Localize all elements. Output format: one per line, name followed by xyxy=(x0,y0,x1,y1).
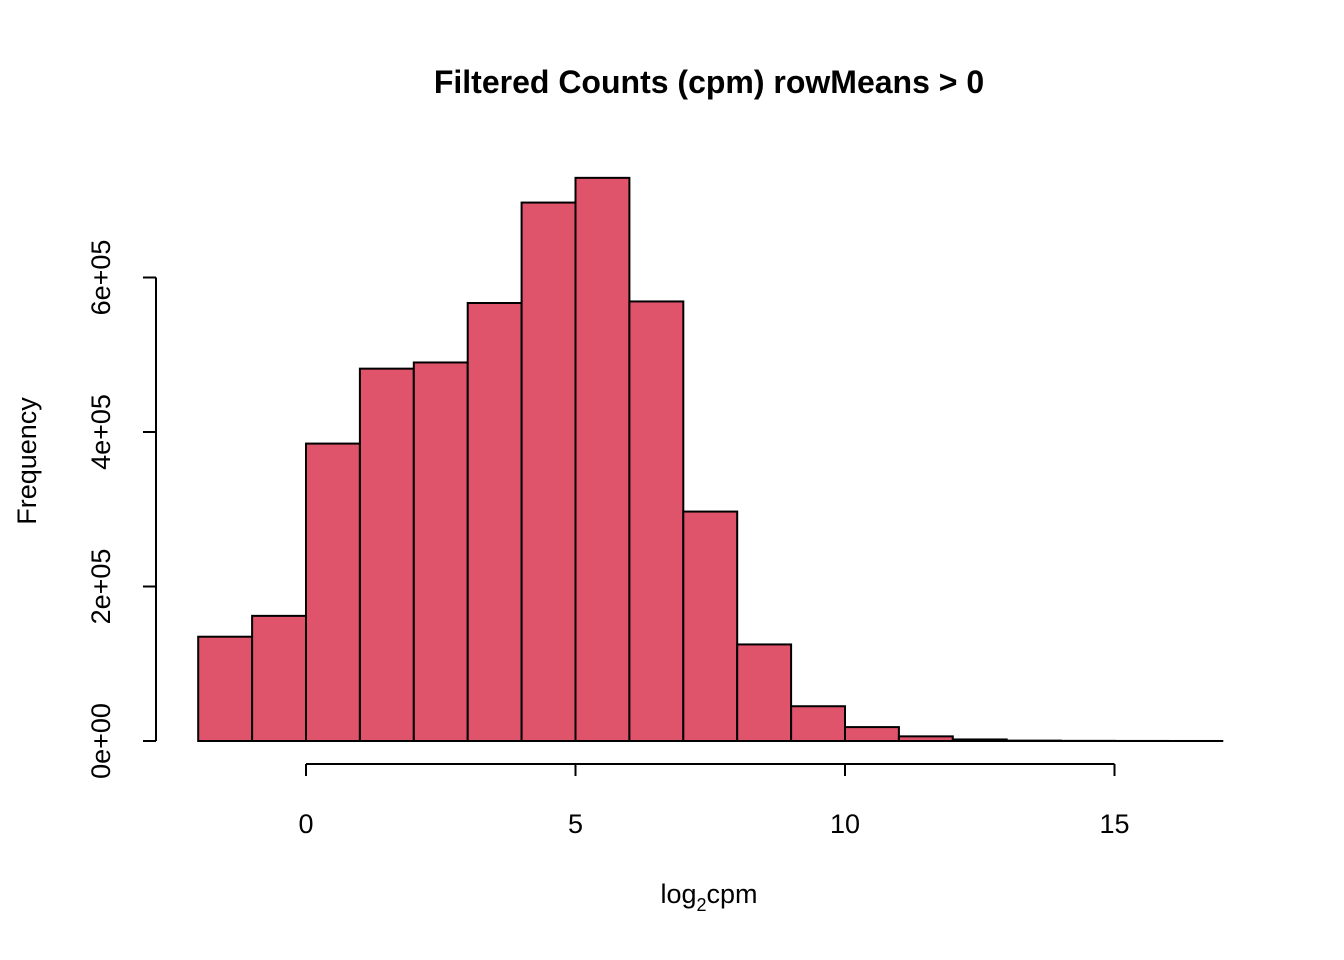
histogram-bar-11 xyxy=(790,705,846,742)
x-axis-title: log2cpm xyxy=(660,879,757,915)
x-tick-label: 0 xyxy=(298,809,313,839)
histogram-bar-14 xyxy=(951,738,1008,743)
histogram-bar-12 xyxy=(844,726,900,742)
histogram-bar-7 xyxy=(574,176,631,743)
x-axis-title-main: log xyxy=(660,879,696,909)
histogram-bar-8 xyxy=(628,300,685,742)
x-axis-title-subscript: 2 xyxy=(697,895,707,915)
x-axis-title-suffix: cpm xyxy=(707,879,758,909)
chart-title: Filtered Counts (cpm) rowMeans > 0 xyxy=(434,64,984,100)
x-axis: 0 5 10 15 xyxy=(298,763,1130,839)
histogram-bar-5 xyxy=(466,301,523,742)
histogram-bar-3 xyxy=(358,367,415,742)
bars-group xyxy=(197,176,1224,743)
histogram-bar-6 xyxy=(520,201,577,742)
y-tick-label: 4e+05 xyxy=(86,394,116,470)
histogram-bar-4 xyxy=(412,361,469,742)
y-tick-label: 0e+00 xyxy=(86,703,116,779)
x-tick-label: 10 xyxy=(830,809,860,839)
y-axis-title: Frequency xyxy=(12,397,42,525)
y-tick-label: 2e+05 xyxy=(86,549,116,625)
x-tick-label: 15 xyxy=(1099,809,1129,839)
histogram-bar-9 xyxy=(682,510,739,742)
y-axis: 0e+00 2e+05 4e+05 6e+05 xyxy=(86,240,157,779)
histogram-bar-0 xyxy=(197,635,254,743)
histogram-bar-2 xyxy=(305,442,361,742)
y-tick-label: 6e+05 xyxy=(86,240,116,316)
histogram-bar-13 xyxy=(897,735,954,742)
x-tick-label: 5 xyxy=(568,809,583,839)
histogram-bar-1 xyxy=(251,614,308,742)
histogram-bar-10 xyxy=(736,643,793,742)
